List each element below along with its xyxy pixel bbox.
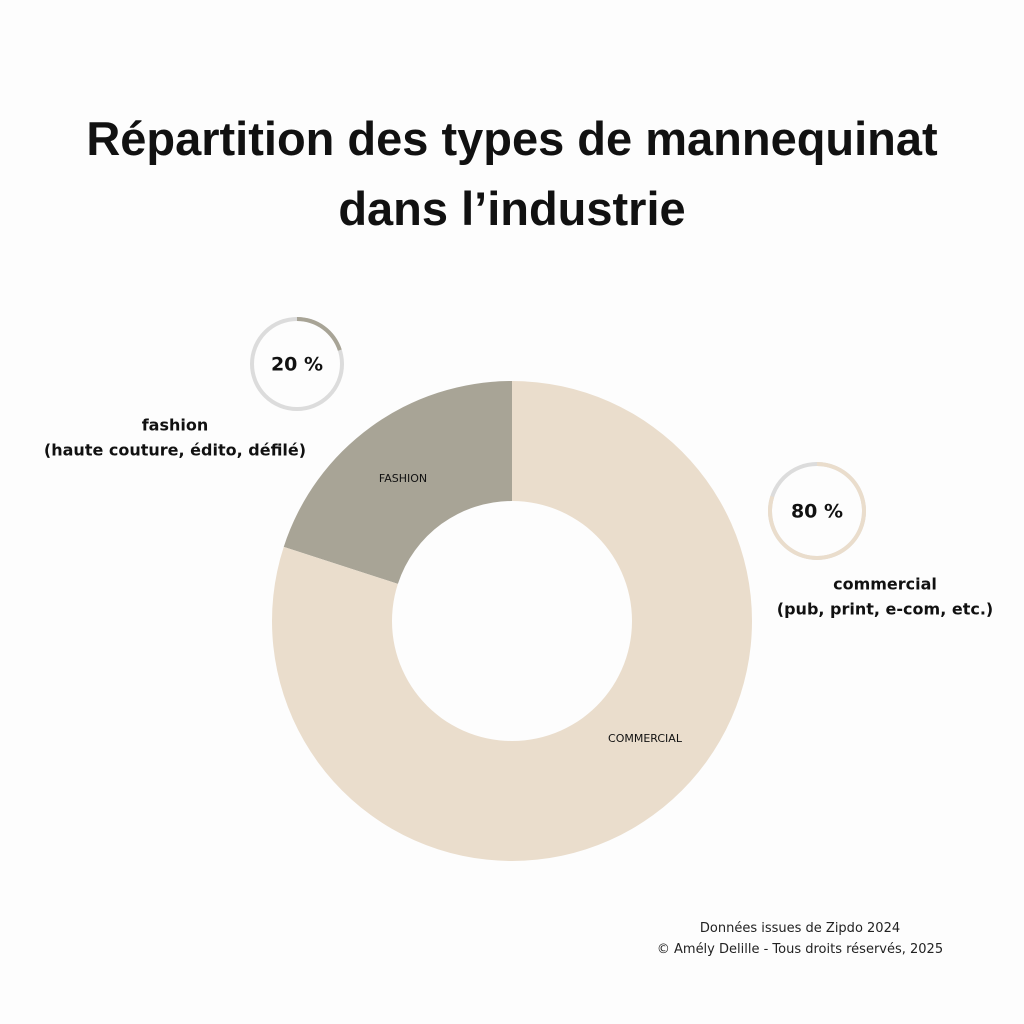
ring-progress <box>297 317 342 351</box>
source: Données issues de Zipdo 2024 <box>699 921 901 936</box>
description: fashion <box>142 416 209 435</box>
description: (haute couture, édito, défilé) <box>44 441 306 460</box>
value-label: 80 % <box>791 501 843 523</box>
donut-slice <box>272 381 753 861</box>
slice-label: COMMERCIAL <box>608 732 683 745</box>
slice-label: FASHION <box>379 472 427 485</box>
chart-title: Répartition des types de mannequinat dan… <box>86 112 938 235</box>
description: (pub, print, e-com, etc.) <box>777 600 993 619</box>
value-label: 20 % <box>271 354 323 376</box>
description: commercial <box>833 575 937 594</box>
donut-slice <box>283 381 512 584</box>
copyright: © Amély Delille - Tous droits réservés, … <box>656 942 944 957</box>
